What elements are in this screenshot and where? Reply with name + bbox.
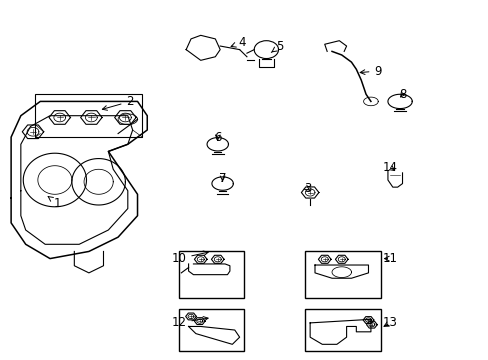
Bar [179, 251, 244, 298]
Text: 13: 13 [382, 316, 397, 329]
Text: 3: 3 [304, 183, 311, 195]
Bar [35, 94, 142, 137]
Bar [305, 309, 380, 351]
Text: 4: 4 [231, 36, 245, 49]
Text: 1: 1 [48, 197, 61, 210]
Text: 5: 5 [271, 40, 283, 53]
Text: 11: 11 [382, 252, 397, 265]
Text: 9: 9 [360, 64, 381, 77]
Text: 8: 8 [398, 88, 406, 101]
Text: 2: 2 [102, 95, 134, 110]
Text: 12: 12 [171, 316, 208, 329]
Bar [179, 309, 244, 351]
Text: 7: 7 [219, 172, 226, 185]
Text: 10: 10 [171, 251, 208, 265]
Text: 14: 14 [382, 161, 397, 174]
Text: 6: 6 [214, 131, 221, 144]
Bar [305, 251, 380, 298]
